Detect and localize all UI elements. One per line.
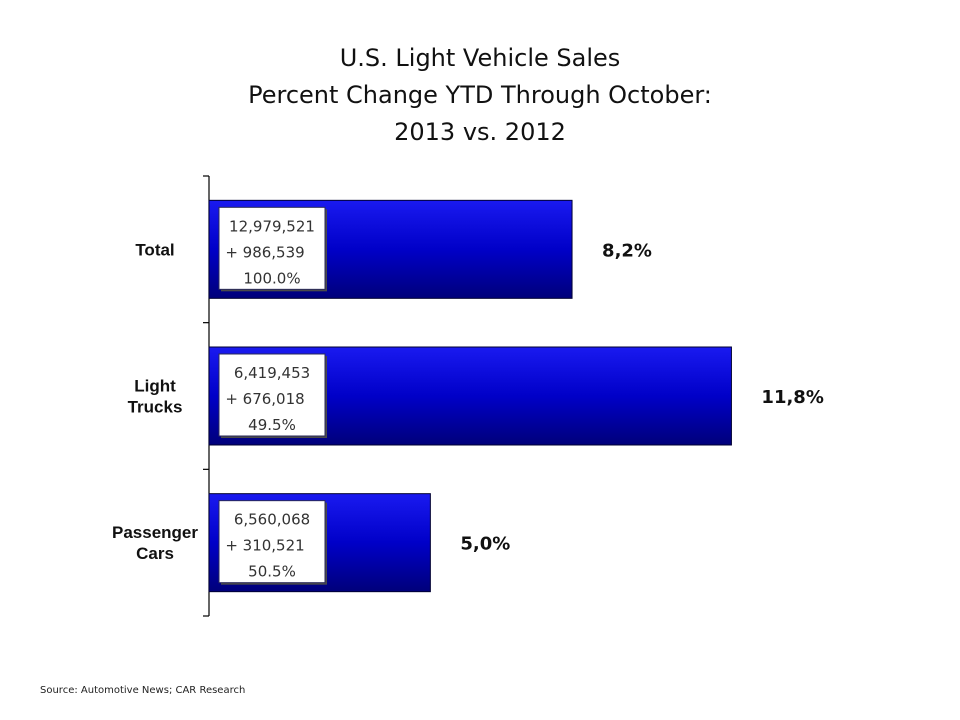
- annotation-line: 50.5%: [248, 563, 296, 581]
- annotation-line: 6,560,068: [234, 511, 310, 529]
- source-note: Source: Automotive News; CAR Research: [40, 685, 246, 696]
- annotation-line: 100.0%: [243, 269, 300, 287]
- value-label: 8,2%: [602, 240, 652, 261]
- annotation-line: + 986,539: [225, 243, 304, 261]
- title-line-2: Percent Change YTD Through October:: [248, 81, 712, 109]
- value-label: 11,8%: [761, 387, 823, 408]
- category-label: Cars: [136, 544, 174, 563]
- annotation-line: 6,419,453: [234, 364, 310, 382]
- title-line-3: 2013 vs. 2012: [394, 118, 566, 146]
- annotation-line: + 310,521: [225, 537, 304, 555]
- category-label: Total: [135, 240, 174, 259]
- category-label: Light: [134, 377, 176, 396]
- category-label: Passenger: [112, 523, 198, 542]
- category-label: Trucks: [128, 398, 183, 417]
- annotation-line: 12,979,521: [229, 217, 315, 235]
- annotation-line: 49.5%: [248, 416, 296, 434]
- annotation-box: [218, 206, 326, 290]
- annotation-box: [218, 353, 326, 437]
- value-label: 5,0%: [460, 534, 510, 555]
- annotation-line: + 676,018: [225, 390, 304, 408]
- title-line-1: U.S. Light Vehicle Sales: [339, 44, 621, 72]
- chart-title: U.S. Light Vehicle Sales Percent Change …: [0, 40, 960, 151]
- annotation-box: [218, 500, 326, 584]
